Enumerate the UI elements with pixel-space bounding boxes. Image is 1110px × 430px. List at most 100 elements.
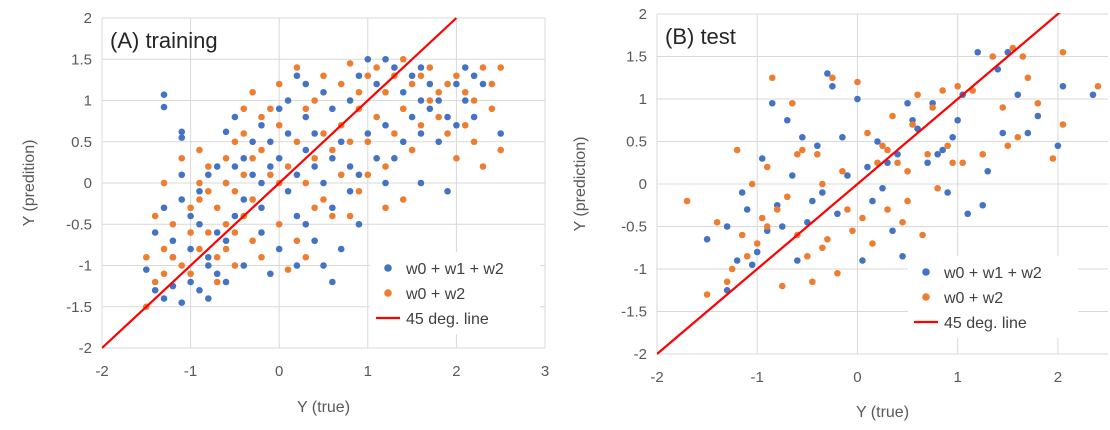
data-point <box>435 138 442 146</box>
data-point <box>999 104 1007 111</box>
data-point <box>809 197 816 205</box>
data-point <box>399 196 407 203</box>
data-point <box>470 72 478 80</box>
data-point <box>284 97 292 104</box>
data-point <box>1024 129 1032 137</box>
data-point <box>479 163 487 170</box>
data-point <box>222 220 230 228</box>
data-point <box>302 80 310 88</box>
data-point <box>143 266 150 273</box>
data-point <box>231 212 239 220</box>
data-point <box>723 223 731 230</box>
data-point <box>453 121 460 129</box>
data-point <box>453 154 460 162</box>
data-point <box>753 248 761 256</box>
data-point <box>733 257 741 264</box>
data-point <box>904 197 911 205</box>
legend-item-w0-w1-w2: w0 + w1 + w2 <box>943 265 1042 282</box>
data-point <box>869 240 876 247</box>
data-point <box>461 121 469 129</box>
data-point <box>275 220 283 228</box>
data-point <box>1034 99 1042 107</box>
data-point <box>302 220 310 228</box>
legend-marker <box>922 268 930 276</box>
data-point <box>249 154 256 162</box>
data-point <box>1054 142 1062 150</box>
data-point <box>178 299 186 306</box>
data-point <box>249 237 256 245</box>
y-tick-label: -1.5 <box>621 304 647 321</box>
data-point <box>346 138 354 146</box>
data-point <box>417 64 425 71</box>
data-point <box>874 138 881 145</box>
data-point <box>382 163 389 170</box>
data-point <box>914 91 921 99</box>
data-point <box>844 172 851 179</box>
data-point <box>789 172 796 179</box>
data-point <box>160 270 168 278</box>
data-point <box>231 262 239 269</box>
data-point <box>205 171 212 179</box>
data-point <box>819 189 826 196</box>
series-w0-w1-w2 <box>143 55 505 306</box>
data-point <box>258 204 265 212</box>
data-point <box>1014 91 1022 99</box>
data-point <box>999 129 1007 137</box>
y-tick-label: -1 <box>79 258 92 275</box>
data-point <box>160 179 168 187</box>
data-point <box>240 130 248 137</box>
chart-panel-a: -2 -1.5 -1 -0.5 0 0.5 1 1.5 2 -2 -1 0 1 2 3 Y (true) Y (… <box>21 10 549 416</box>
data-point <box>346 97 354 104</box>
data-point <box>320 130 327 137</box>
data-point <box>258 121 265 129</box>
data-point <box>738 189 746 196</box>
data-point <box>337 80 345 88</box>
data-point <box>196 187 203 195</box>
data-point <box>444 130 451 137</box>
data-point <box>222 179 230 187</box>
data-point <box>1089 91 1097 99</box>
data-point <box>151 212 159 220</box>
data-point <box>373 154 380 162</box>
y-tick-label: 2 <box>84 10 92 27</box>
legend-marker <box>384 289 392 297</box>
data-point <box>373 80 380 88</box>
data-point <box>275 121 283 129</box>
data-point <box>275 245 283 253</box>
data-point <box>934 150 941 158</box>
data-point <box>302 253 310 261</box>
data-point <box>196 146 203 154</box>
data-point <box>355 171 363 179</box>
data-point <box>337 171 345 179</box>
data-point <box>320 196 327 203</box>
data-point <box>864 129 871 137</box>
y-tick-label: 0 <box>639 176 647 193</box>
data-point <box>417 72 425 80</box>
data-point <box>364 130 372 137</box>
data-point <box>320 179 327 187</box>
data-point <box>258 146 265 154</box>
data-point <box>778 282 786 290</box>
data-point <box>293 237 301 245</box>
data-point <box>231 163 239 170</box>
data-point <box>187 212 194 220</box>
data-point <box>399 138 407 146</box>
data-point <box>169 220 177 228</box>
data-point <box>222 278 230 286</box>
y-tick-label: 1 <box>84 93 92 110</box>
data-point <box>470 97 478 104</box>
data-point <box>213 163 221 170</box>
data-point <box>949 133 956 141</box>
data-point <box>854 78 861 86</box>
data-point <box>346 212 354 220</box>
data-point <box>738 231 746 239</box>
data-point <box>391 154 398 162</box>
panel-title: (B) test <box>665 24 736 49</box>
data-point <box>293 138 301 146</box>
data-point <box>293 72 301 80</box>
data-point <box>160 91 168 99</box>
data-point <box>497 130 505 137</box>
data-point <box>839 133 846 141</box>
data-point <box>329 204 336 212</box>
y-tick-label: -2 <box>634 346 647 363</box>
